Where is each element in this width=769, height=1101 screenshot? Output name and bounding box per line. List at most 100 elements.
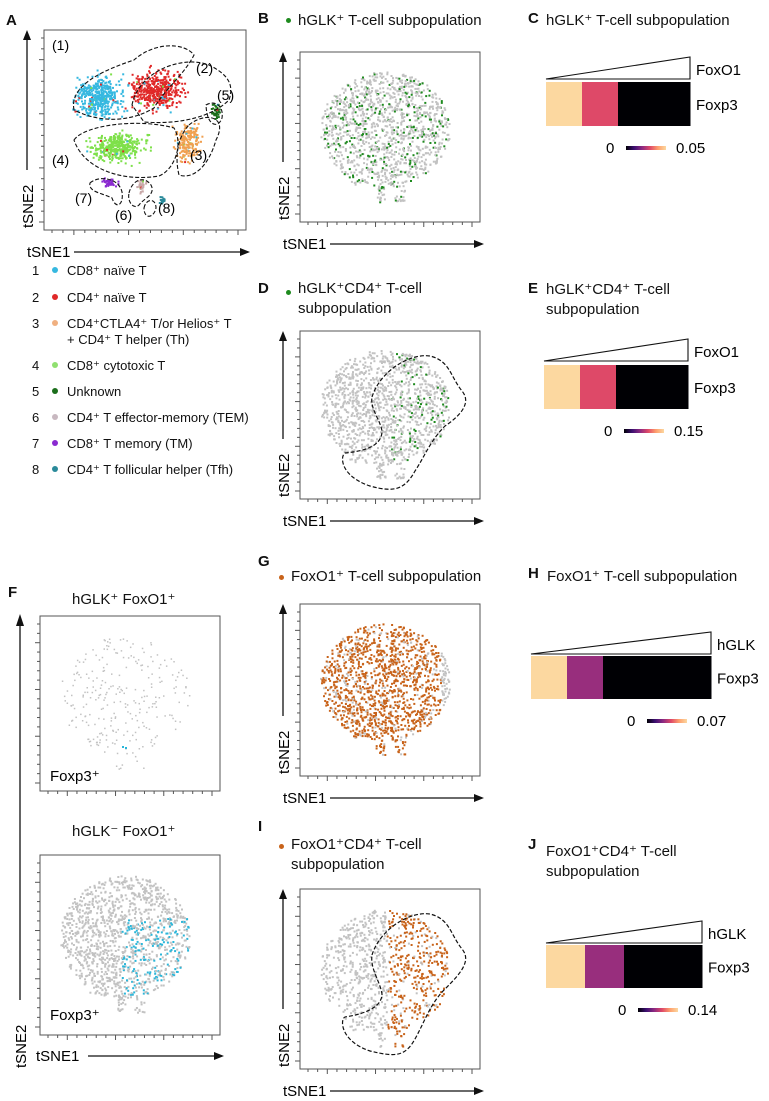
data-point (399, 109, 402, 112)
data-point (348, 124, 350, 127)
data-point (362, 141, 365, 144)
data-point (380, 743, 383, 746)
data-point (424, 111, 427, 114)
data-point (386, 372, 388, 375)
data-point (436, 105, 439, 108)
data-point (362, 651, 365, 654)
data-point (351, 107, 354, 110)
data-point (416, 360, 419, 363)
data-point (418, 442, 421, 445)
data-point (374, 390, 377, 392)
data-point (349, 151, 352, 154)
data-point (402, 88, 405, 91)
data-point (386, 146, 389, 149)
data-point (351, 719, 354, 721)
data-point (169, 88, 172, 91)
data-point (339, 117, 342, 120)
data-point (163, 198, 166, 201)
data-point (424, 115, 427, 118)
data-point (404, 82, 407, 85)
data-point (424, 168, 427, 171)
data-point (442, 394, 445, 397)
data-point (430, 429, 433, 432)
data-point (83, 85, 86, 88)
data-point (108, 138, 111, 141)
data-point (156, 89, 159, 92)
data-point (445, 121, 448, 124)
data-point (357, 131, 360, 134)
data-point (367, 142, 370, 145)
data-point (150, 89, 153, 92)
data-point (429, 667, 432, 670)
data-point (388, 360, 391, 363)
data-point (380, 417, 383, 420)
data-point (357, 439, 360, 442)
data-point (179, 101, 182, 104)
data-point (423, 712, 426, 715)
data-point (393, 458, 396, 461)
data-point (322, 393, 325, 396)
data-point (394, 98, 397, 101)
data-point (128, 135, 130, 138)
data-point (174, 86, 177, 89)
data-point (434, 146, 436, 149)
data-point (110, 144, 113, 147)
data-point (417, 665, 420, 668)
data-point (394, 416, 397, 419)
data-point (364, 394, 367, 397)
data-point (370, 98, 372, 101)
data-point (143, 82, 146, 85)
data-point (347, 159, 350, 161)
data-point (339, 427, 342, 430)
legend-dot-icon (52, 388, 58, 394)
data-point (421, 127, 424, 130)
data-point (99, 101, 102, 103)
data-point (86, 114, 89, 117)
data-point (138, 184, 141, 187)
data-point (366, 701, 369, 704)
data-point (407, 125, 410, 128)
data-point (408, 131, 411, 134)
data-point (341, 373, 344, 376)
data-point (384, 125, 387, 128)
data-point (355, 379, 358, 382)
data-point (340, 109, 343, 112)
data-point (131, 73, 134, 76)
data-point (89, 98, 91, 100)
data-point (411, 665, 414, 668)
data-point (412, 131, 415, 134)
data-point (128, 154, 131, 157)
data-point (338, 102, 341, 105)
data-point (353, 171, 356, 174)
data-point (439, 146, 442, 148)
data-point (346, 684, 349, 687)
data-point (110, 147, 113, 150)
data-point (394, 166, 397, 169)
data-point (334, 707, 337, 710)
data-point (408, 158, 411, 161)
data-point (185, 131, 188, 133)
data-point (149, 99, 152, 102)
data-point (362, 642, 365, 645)
data-point (367, 92, 370, 95)
data-point (147, 104, 150, 107)
data-point (354, 86, 356, 89)
data-point (391, 174, 394, 177)
data-point (400, 134, 403, 137)
data-point (92, 84, 95, 87)
data-point (107, 100, 110, 103)
data-point (387, 460, 390, 463)
data-point (130, 141, 133, 144)
data-point (191, 147, 194, 149)
data-point (421, 409, 424, 412)
data-point (141, 180, 144, 183)
data-point (375, 735, 378, 738)
data-point (336, 417, 339, 420)
data-point (418, 405, 421, 408)
data-point (376, 651, 378, 654)
data-point (360, 428, 363, 431)
data-point (409, 76, 412, 79)
data-point (381, 426, 384, 429)
data-point (430, 393, 433, 396)
data-point (381, 430, 384, 432)
